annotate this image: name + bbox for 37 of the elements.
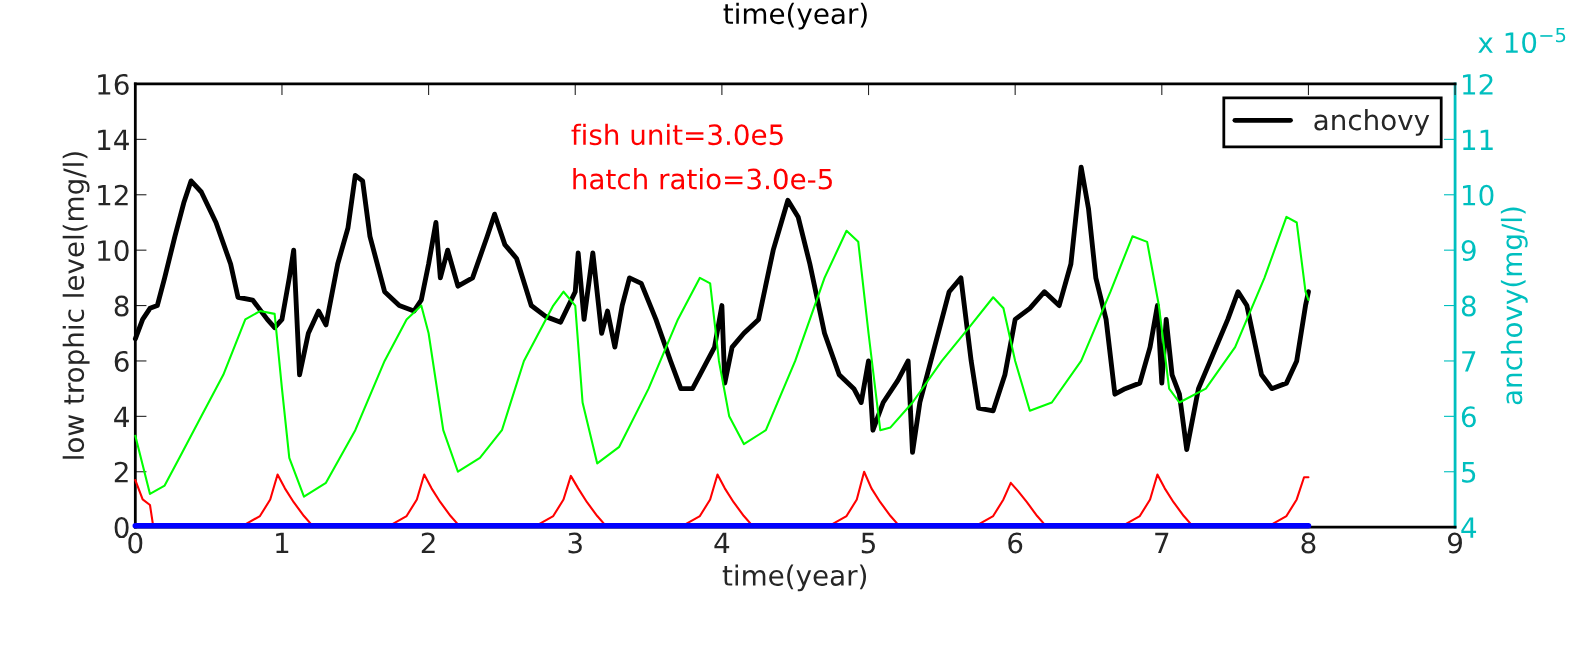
y-tick-label: 6 — [114, 350, 129, 372]
x-tick-label: 9 — [1448, 532, 1462, 554]
text: x 10$^{−5}$ — [1478, 27, 1566, 54]
y2-tick-label: 11 — [1463, 129, 1493, 150]
x-tick-label: 7 — [1155, 532, 1169, 554]
x-tick-label: 2 — [421, 532, 435, 554]
x-tick-label: 0 — [128, 532, 143, 554]
y2-tick-label: 6 — [1461, 406, 1476, 428]
x-tick-label: 3 — [568, 532, 582, 554]
y2-tick-label: 4 — [1461, 517, 1477, 538]
y2-tick-label: 9 — [1461, 240, 1476, 262]
x-axis-title: time(year) — [722, 564, 867, 592]
y-tick-label: 8 — [114, 295, 129, 317]
y2-tick-label: 7 — [1462, 351, 1476, 372]
annotation: hatch ratio=3.0e-5 — [573, 168, 832, 190]
legend-label: anchovy — [1314, 108, 1430, 136]
x-tick-label: 4 — [714, 532, 730, 554]
x-tick-label: 1 — [276, 532, 289, 554]
y-tick-label: 14 — [98, 129, 129, 150]
y2-tick-label: 8 — [1461, 295, 1476, 317]
y-tick-label: 12 — [98, 184, 128, 206]
y-tick-label: 0 — [114, 517, 129, 539]
x-tick-label: 6 — [1008, 532, 1023, 554]
y-tick-label: 4 — [114, 406, 129, 427]
y-axis-title: low trophic level(mg/l) — [62, 152, 90, 459]
annotation: fish unit=3.0e5 — [571, 123, 783, 146]
y-tick-label: 2 — [114, 461, 128, 483]
y2-tick-label: 5 — [1462, 462, 1476, 483]
line-series — [134, 215, 1310, 498]
y-tick-label: 10 — [98, 240, 129, 262]
text: time(year) — [723, 2, 867, 30]
y2-axis-title: anchovy(mg/l) — [1500, 207, 1528, 405]
y2-tick-label: 10 — [1463, 184, 1494, 206]
y-tick-label: 16 — [98, 73, 129, 95]
x-tick-label: 5 — [861, 532, 875, 554]
x-tick-label: 8 — [1301, 532, 1316, 554]
y2-tick-label: 12 — [1463, 73, 1493, 95]
